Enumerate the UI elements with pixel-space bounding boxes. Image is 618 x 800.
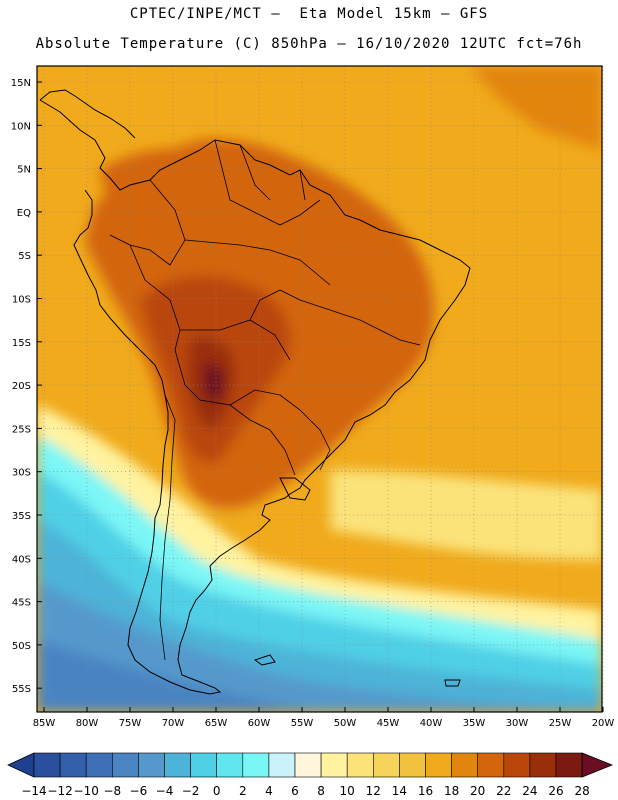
colorbar-segment bbox=[33, 752, 61, 778]
temperature-field bbox=[37, 66, 602, 712]
colorbar-label: 2 bbox=[239, 784, 247, 798]
colorbar-segment bbox=[477, 752, 505, 778]
longitude-label: 20W bbox=[592, 718, 615, 729]
colorbar: −14 −12 −10 −8 −6 −4 −2 0 2 4 6 8 10 12 14 16 18 20 22 24 26… bbox=[7, 752, 614, 798]
latitude-label: 5N bbox=[17, 165, 31, 176]
latitude-label: 20S bbox=[12, 381, 31, 392]
colorbar-label: 6 bbox=[291, 784, 299, 798]
longitude-label: 75W bbox=[119, 718, 142, 729]
longitude-label: 35W bbox=[463, 718, 486, 729]
colorbar-label: 28 bbox=[574, 784, 589, 798]
colorbar-label: −12 bbox=[47, 784, 72, 798]
longitude-label: 70W bbox=[162, 718, 185, 729]
colorbar-label: −8 bbox=[103, 784, 121, 798]
colorbar-segment bbox=[190, 752, 218, 778]
longitude-labels: 85W 80W 75W 70W 65W 60W 55W 50W 45W 40W 35W 30W 25W 2… bbox=[33, 707, 615, 729]
colorbar-segment bbox=[372, 752, 400, 778]
colorbar-segment bbox=[399, 752, 426, 778]
map-title-line-2: Absolute Temperature (C) 850hPa — 16/10/… bbox=[35, 36, 583, 52]
longitude-label: 60W bbox=[248, 718, 271, 729]
colorbar-segment bbox=[216, 752, 244, 778]
latitude-label: 30S bbox=[12, 468, 31, 479]
map-title-line-1: CPTEC/INPE/MCT — Eta Model 15km — GFS bbox=[129, 6, 489, 22]
colorbar-segment bbox=[555, 752, 583, 778]
colorbar-segment bbox=[59, 752, 87, 778]
colorbar-segment bbox=[85, 752, 113, 778]
colorbar-label: −4 bbox=[156, 784, 174, 798]
colorbar-segment bbox=[346, 752, 374, 778]
longitude-label: 50W bbox=[334, 718, 357, 729]
latitude-label: 25S bbox=[12, 424, 31, 435]
colorbar-label: −2 bbox=[182, 784, 200, 798]
colorbar-segment bbox=[425, 752, 452, 778]
colorbar-label: 12 bbox=[366, 784, 381, 798]
colorbar-label: 26 bbox=[548, 784, 563, 798]
longitude-label: 55W bbox=[291, 718, 314, 729]
colorbar-segment bbox=[164, 752, 191, 778]
map-frame bbox=[36, 65, 603, 713]
colorbar-label: −6 bbox=[130, 784, 148, 798]
latitude-label: 35S bbox=[12, 511, 31, 522]
longitude-label: 45W bbox=[377, 718, 400, 729]
colorbar-left-arrow bbox=[7, 752, 35, 778]
latitude-label: EQ bbox=[17, 208, 31, 219]
colorbar-segment bbox=[268, 752, 296, 778]
colorbar-label: 10 bbox=[340, 784, 355, 798]
colorbar-label: 18 bbox=[444, 784, 459, 798]
colorbar-label: 24 bbox=[522, 784, 537, 798]
colorbar-right-arrow bbox=[581, 752, 614, 778]
longitude-label: 40W bbox=[420, 718, 443, 729]
colorbar-label: 22 bbox=[496, 784, 511, 798]
colorbar-segment bbox=[242, 752, 270, 778]
longitude-label: 30W bbox=[506, 718, 529, 729]
latitude-label: 10S bbox=[12, 295, 31, 306]
colorbar-label: −10 bbox=[74, 784, 99, 798]
longitude-label: 85W bbox=[33, 718, 56, 729]
latitude-label: 55S bbox=[12, 684, 31, 695]
latitude-label: 5S bbox=[18, 251, 31, 262]
colorbar-label: −14 bbox=[21, 784, 46, 798]
colorbar-label: 20 bbox=[470, 784, 485, 798]
colorbar-label: 4 bbox=[265, 784, 273, 798]
coastline bbox=[39, 89, 471, 695]
latitude-labels: 15N 10N 5N EQ 5S 10S 15S 20S 25S 30S 35S 40S 45S 50S 5… bbox=[11, 78, 42, 695]
longitude-label: 65W bbox=[205, 718, 228, 729]
longitude-label: 80W bbox=[76, 718, 99, 729]
colorbar-segment bbox=[503, 752, 531, 778]
colorbar-segment bbox=[320, 752, 348, 778]
latitude-label: 45S bbox=[12, 598, 31, 609]
latitude-label: 50S bbox=[12, 641, 31, 652]
colorbar-label: 8 bbox=[317, 784, 325, 798]
latitude-label: 15N bbox=[11, 78, 31, 89]
colorbar-label: 14 bbox=[392, 784, 407, 798]
colorbar-label: 16 bbox=[418, 784, 433, 798]
latitude-label: 40S bbox=[12, 554, 31, 565]
colorbar-segment bbox=[138, 752, 165, 778]
longitude-label: 25W bbox=[549, 718, 572, 729]
latitude-label: 10N bbox=[11, 121, 31, 132]
latitude-label: 15S bbox=[12, 338, 31, 349]
colorbar-segment bbox=[294, 752, 322, 778]
colorbar-segment bbox=[112, 752, 139, 778]
colorbar-segment bbox=[451, 752, 479, 778]
colorbar-segment bbox=[529, 752, 557, 778]
country-borders bbox=[109, 139, 421, 661]
colorbar-label: 0 bbox=[213, 784, 221, 798]
